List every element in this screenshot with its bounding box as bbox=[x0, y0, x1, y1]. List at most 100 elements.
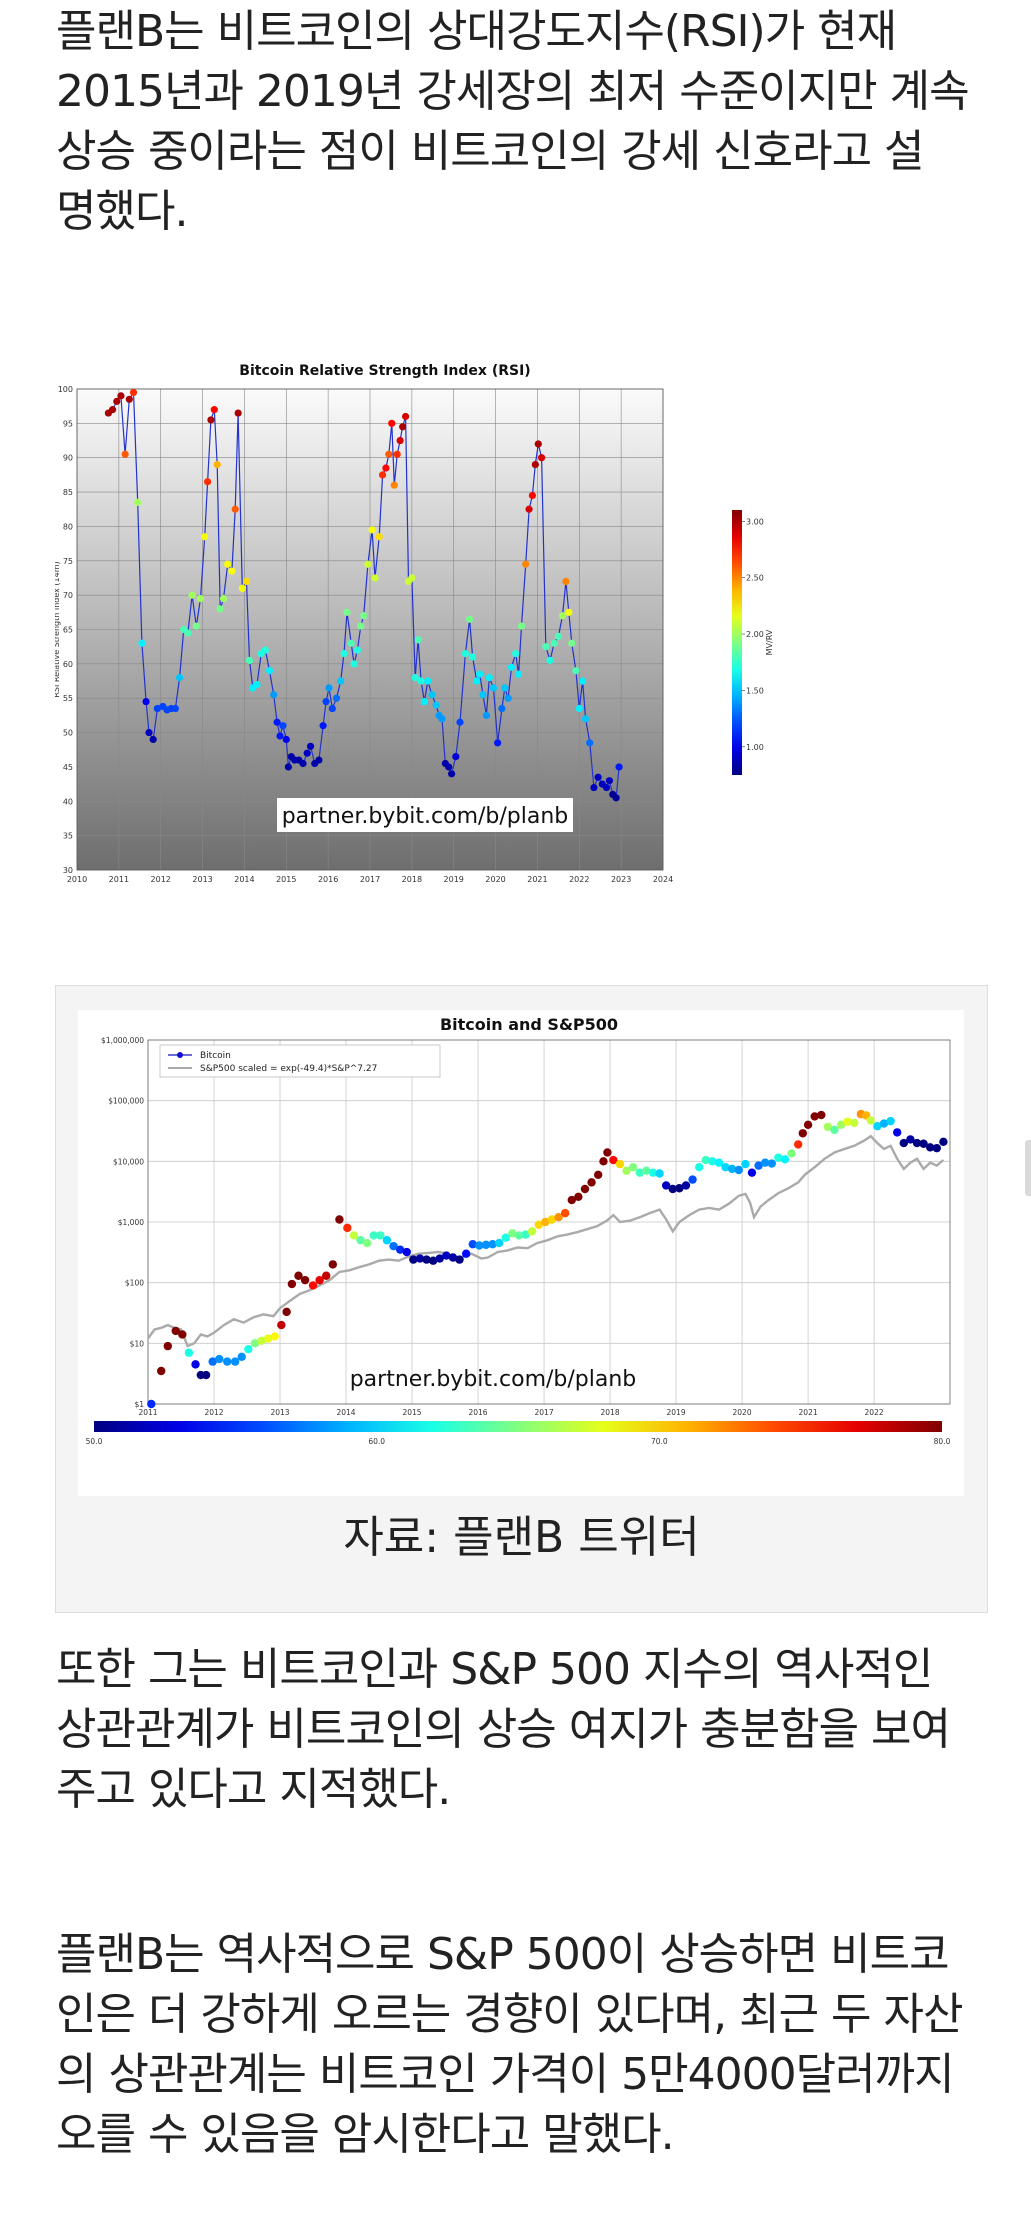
text-line: 주고 있다고 지적했다. bbox=[56, 1764, 451, 1815]
bitcoin-point bbox=[191, 1360, 200, 1369]
bitcoin-point bbox=[442, 1251, 451, 1260]
bitcoin-point bbox=[754, 1161, 763, 1170]
bitcoin-point bbox=[919, 1139, 928, 1148]
bitcoin-point bbox=[308, 1281, 318, 1290]
bitcoin-point bbox=[675, 1184, 684, 1193]
y-tick-label: $10 bbox=[130, 1339, 145, 1348]
bitcoin-point bbox=[415, 1254, 425, 1263]
bitcoin-point bbox=[830, 1125, 839, 1135]
text-line: 플랜B는 비트코인의 상대강도지수(RSI)가 현재 bbox=[56, 6, 897, 57]
x-tick-label: 2022 bbox=[865, 1408, 884, 1417]
rsi-point bbox=[590, 783, 598, 792]
bitcoin-point bbox=[843, 1117, 852, 1126]
rsi-point bbox=[270, 691, 278, 699]
rsi-point bbox=[531, 460, 539, 469]
bitcoin-point bbox=[395, 1245, 405, 1254]
x-tick-label: 2018 bbox=[402, 875, 422, 884]
y-tick-label: 80 bbox=[63, 522, 73, 531]
bitcoin-point bbox=[201, 1370, 211, 1380]
colorbar-tick-label: 2.50 bbox=[746, 574, 764, 583]
rsi-point bbox=[393, 450, 401, 458]
bitcoin-point bbox=[448, 1253, 458, 1262]
rsi-point bbox=[340, 649, 348, 658]
rsi-point bbox=[322, 698, 330, 706]
x-tick-label: 2021 bbox=[799, 1408, 818, 1417]
rsi-point bbox=[175, 674, 184, 682]
watermark-box bbox=[277, 798, 573, 832]
rsi-point bbox=[396, 436, 404, 445]
rsi-point bbox=[445, 763, 453, 771]
legend-sp500-label: S&P500 scaled = exp(-49.4)*S&P^7.27 bbox=[200, 1064, 377, 1074]
bitcoin-point bbox=[294, 1271, 303, 1280]
bitcoin-point bbox=[488, 1240, 497, 1249]
rsi-point bbox=[273, 718, 281, 726]
bitcoin-point bbox=[661, 1181, 671, 1190]
rsi-point bbox=[554, 632, 562, 640]
rsi-line bbox=[108, 390, 620, 800]
rsi-point bbox=[438, 715, 446, 723]
rsi-point bbox=[303, 749, 311, 757]
rsi-point bbox=[228, 567, 236, 575]
bitcoin-point bbox=[567, 1195, 576, 1205]
bitcoin-point bbox=[580, 1184, 590, 1194]
rsi-point bbox=[261, 646, 269, 654]
rsi-point bbox=[149, 735, 157, 744]
bitcoin-point bbox=[402, 1247, 411, 1257]
bitcoin-point bbox=[655, 1169, 664, 1178]
bitcoin-point bbox=[494, 1238, 504, 1248]
text-line: 또한 그는 비트코인과 S&P 500 지수의 역사적인 bbox=[56, 1644, 933, 1695]
bitcoin-point bbox=[237, 1352, 246, 1361]
bitcoin-point bbox=[328, 1260, 338, 1269]
rsi-point bbox=[378, 471, 387, 479]
bitcoin-point bbox=[315, 1275, 324, 1285]
rsi-point bbox=[337, 677, 345, 685]
bitcoin-point bbox=[932, 1143, 941, 1153]
chart-title: Bitcoin and S&P500 bbox=[440, 1015, 618, 1034]
rsi-point bbox=[125, 395, 133, 403]
rsi-point bbox=[192, 622, 200, 630]
bitcoin-point bbox=[694, 1163, 704, 1172]
bitcoin-point bbox=[163, 1341, 173, 1351]
legend-bitcoin-label: Bitcoin bbox=[200, 1051, 231, 1061]
figure-caption: 자료: 플랜B 트위터 bbox=[343, 1512, 700, 1563]
rsi-point bbox=[482, 711, 490, 719]
bitcoin-point bbox=[747, 1168, 757, 1177]
rsi-point bbox=[501, 684, 509, 692]
bitcoin-point bbox=[668, 1184, 677, 1194]
bitcoin-sp500-chart: Bitcoin and S&P500 $1 $10 $100 $1,000 $10,000… bbox=[78, 1010, 964, 1496]
bitcoin-point bbox=[866, 1116, 875, 1125]
rsi-point bbox=[242, 577, 251, 585]
rsi-point bbox=[360, 612, 368, 620]
bitcoin-point bbox=[343, 1223, 352, 1233]
bitcoin-point bbox=[823, 1122, 833, 1132]
rsi-point bbox=[265, 667, 274, 675]
plot-frame bbox=[147, 1039, 951, 1405]
colorbar bbox=[732, 510, 742, 775]
rsi-point bbox=[364, 560, 372, 568]
rsi-point bbox=[134, 498, 142, 506]
y-axis-label: RSI Relative Strength Index (14m) bbox=[55, 561, 61, 697]
bitcoin-point bbox=[912, 1138, 922, 1148]
x-tick-label: 2012 bbox=[204, 1408, 223, 1417]
text-line: 명했다. bbox=[56, 186, 188, 237]
bitcoin-point bbox=[263, 1334, 273, 1343]
x-tick-label: 2011 bbox=[109, 875, 129, 884]
y-tick-label: $100 bbox=[125, 1279, 144, 1288]
y-tick-label: $10,000 bbox=[113, 1157, 144, 1166]
bitcoin-point bbox=[362, 1238, 372, 1248]
rsi-point bbox=[575, 704, 583, 713]
bitcoin-point bbox=[435, 1254, 444, 1263]
bitcoin-point bbox=[721, 1163, 730, 1172]
x-tick-label: 2021 bbox=[527, 875, 547, 884]
colorbar-tick-label: 1.50 bbox=[746, 686, 764, 695]
bitcoin-point bbox=[787, 1149, 796, 1158]
rsi-point bbox=[219, 594, 228, 603]
bitcoin-point bbox=[899, 1138, 908, 1148]
bitcoin-point bbox=[688, 1175, 697, 1184]
x-tick-label: 2019 bbox=[667, 1408, 686, 1417]
y-tick-label: 60 bbox=[63, 660, 73, 669]
rsi-point bbox=[428, 691, 436, 699]
rsi-point bbox=[528, 491, 537, 500]
bitcoin-point bbox=[376, 1231, 385, 1240]
y-tick-label: 35 bbox=[63, 832, 73, 841]
